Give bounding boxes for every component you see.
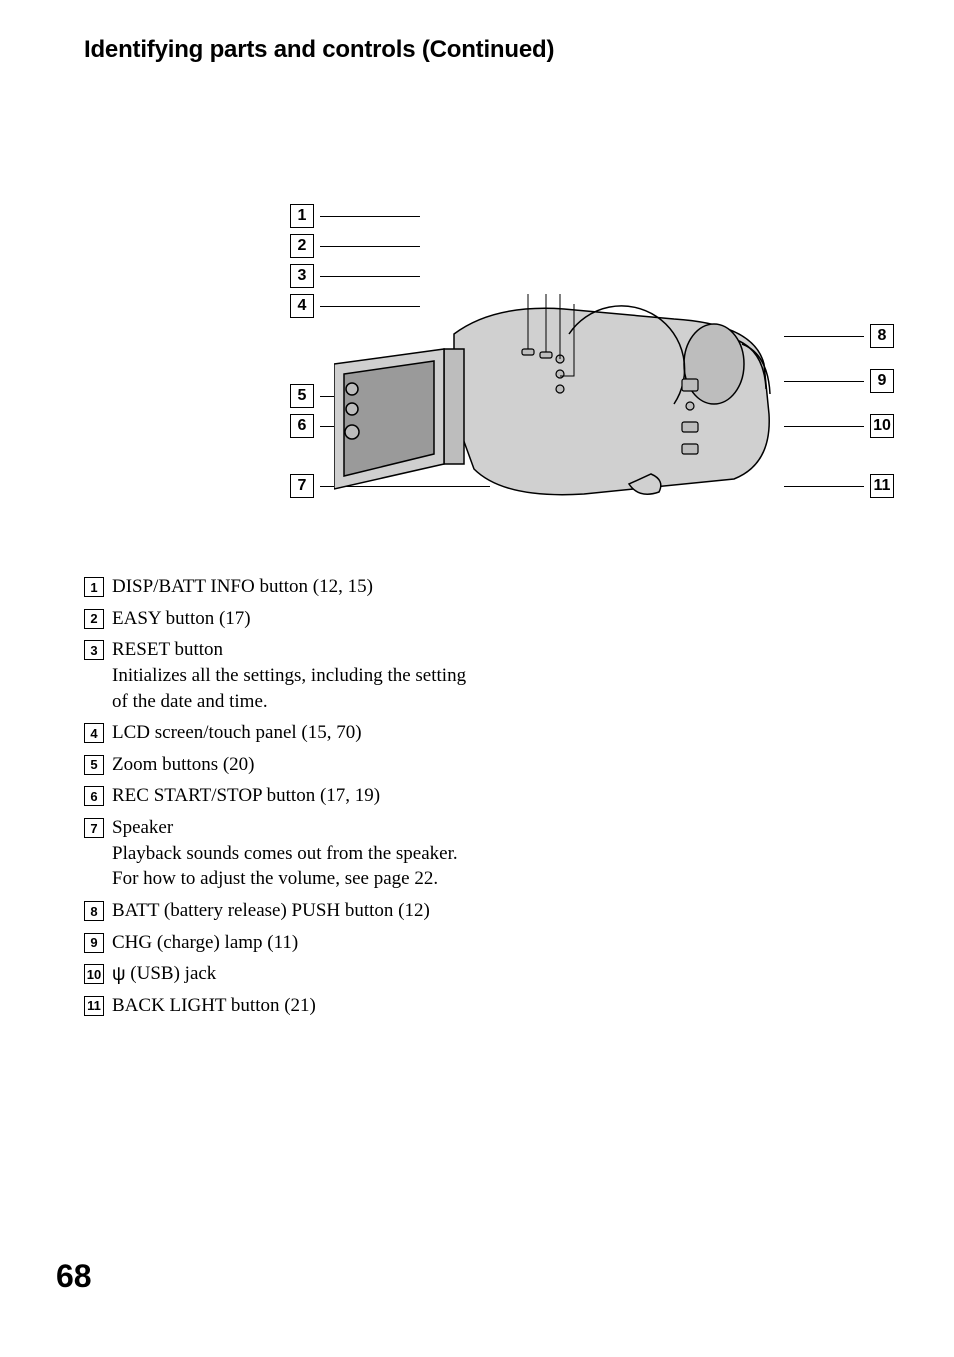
callout-number: 8 — [870, 324, 894, 348]
list-item: 11 BACK LIGHT button (21) — [84, 993, 484, 1019]
callout-number: 9 — [870, 369, 894, 393]
callout-leader — [320, 276, 420, 277]
usb-icon: ψ — [112, 962, 126, 988]
callout-number: 4 — [290, 294, 314, 318]
callout-8: 8 — [784, 324, 894, 348]
page-title: Identifying parts and controls (Continue… — [84, 36, 882, 64]
item-number: 11 — [84, 996, 104, 1016]
item-label: Speaker — [112, 817, 173, 838]
item-text: CHG (charge) lamp (11) — [112, 930, 484, 956]
camera-illustration — [334, 294, 784, 524]
item-label: EASY button (17) — [112, 608, 251, 629]
item-number: 5 — [84, 755, 104, 775]
item-label: (USB) jack — [126, 963, 217, 984]
list-item: 3 RESET button Initializes all the setting… — [84, 637, 484, 714]
item-number: 10 — [84, 964, 104, 984]
list-item: 6 REC START/STOP button (17, 19) — [84, 783, 484, 809]
page: Identifying parts and controls (Continue… — [0, 0, 954, 1357]
callout-1: 1 — [290, 204, 420, 228]
callout-number: 11 — [870, 474, 894, 498]
callout-11: 11 — [784, 474, 894, 498]
item-label: CHG (charge) lamp (11) — [112, 932, 298, 953]
callout-3: 3 — [290, 264, 420, 288]
item-text: ψ (USB) jack — [112, 961, 484, 987]
item-label: BATT (battery release) PUSH button (12) — [112, 900, 430, 921]
item-text: RESET button Initializes all the settings… — [112, 637, 484, 714]
callout-leader — [320, 246, 420, 247]
list-item: 7 Speaker Playback sounds comes out from t… — [84, 815, 484, 892]
callout-9: 9 — [784, 369, 894, 393]
callout-number: 10 — [870, 414, 894, 438]
item-number: 9 — [84, 933, 104, 953]
item-label: REC START/STOP button (17, 19) — [112, 785, 380, 806]
item-text: LCD screen/touch panel (15, 70) — [112, 720, 484, 746]
item-number: 2 — [84, 609, 104, 629]
callout-leader — [784, 336, 864, 337]
callout-leader — [784, 381, 864, 382]
item-label: LCD screen/touch panel (15, 70) — [112, 722, 362, 743]
callout-number: 6 — [290, 414, 314, 438]
item-number: 4 — [84, 723, 104, 743]
item-number: 8 — [84, 901, 104, 921]
page-number: 68 — [56, 1258, 92, 1295]
item-number: 3 — [84, 640, 104, 660]
item-label: Zoom buttons (20) — [112, 754, 255, 775]
item-label: RESET button — [112, 639, 223, 660]
item-number: 1 — [84, 577, 104, 597]
list-item: 5 Zoom buttons (20) — [84, 752, 484, 778]
callout-number: 5 — [290, 384, 314, 408]
item-text: BACK LIGHT button (21) — [112, 993, 484, 1019]
list-item: 2 EASY button (17) — [84, 606, 484, 632]
callout-10: 10 — [784, 414, 894, 438]
item-text: BATT (battery release) PUSH button (12) — [112, 898, 484, 924]
list-item: 9 CHG (charge) lamp (11) — [84, 930, 484, 956]
callout-number: 7 — [290, 474, 314, 498]
callout-leader — [784, 426, 864, 427]
item-number: 7 — [84, 818, 104, 838]
item-text: Speaker Playback sounds comes out from th… — [112, 815, 484, 892]
list-item: 10 ψ (USB) jack — [84, 961, 484, 987]
item-description: Playback sounds comes out from the speak… — [112, 841, 484, 892]
list-item: 4 LCD screen/touch panel (15, 70) — [84, 720, 484, 746]
list-item: 8 BATT (battery release) PUSH button (12) — [84, 898, 484, 924]
callout-number: 2 — [290, 234, 314, 258]
camera-diagram: 1 2 3 4 5 6 7 8 9 10 11 — [194, 204, 894, 534]
list-item: 1 DISP/BATT INFO button (12, 15) — [84, 574, 484, 600]
item-description: Initializes all the settings, including … — [112, 663, 484, 714]
item-label: BACK LIGHT button (21) — [112, 995, 316, 1016]
item-text: REC START/STOP button (17, 19) — [112, 783, 484, 809]
item-text: EASY button (17) — [112, 606, 484, 632]
item-number: 6 — [84, 786, 104, 806]
callout-number: 3 — [290, 264, 314, 288]
callout-leader — [784, 486, 864, 487]
parts-list: 1 DISP/BATT INFO button (12, 15) 2 EASY but… — [84, 574, 484, 1019]
item-text: DISP/BATT INFO button (12, 15) — [112, 574, 484, 600]
callout-number: 1 — [290, 204, 314, 228]
item-text: Zoom buttons (20) — [112, 752, 484, 778]
item-label: DISP/BATT INFO button (12, 15) — [112, 576, 373, 597]
callout-leader — [320, 216, 420, 217]
callout-2: 2 — [290, 234, 420, 258]
